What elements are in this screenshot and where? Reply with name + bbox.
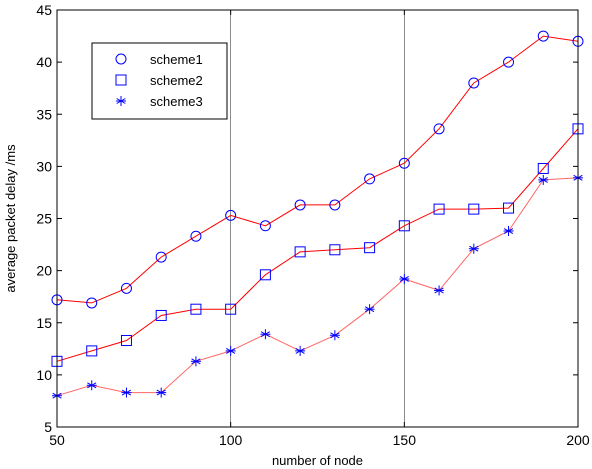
data-point-scheme3 <box>399 273 410 284</box>
data-point-scheme3 <box>364 304 375 315</box>
data-point-scheme1 <box>537 30 549 42</box>
series-line-scheme2 <box>56 128 579 362</box>
data-point-scheme2 <box>190 303 202 315</box>
legend-box <box>91 42 228 120</box>
x-axis-label: number of node <box>272 453 363 468</box>
y-tick-label: 35 <box>36 106 52 122</box>
x-tick-label: 200 <box>566 432 590 448</box>
data-point-scheme1 <box>503 56 515 68</box>
data-point-scheme3 <box>225 345 236 356</box>
data-point-scheme1 <box>294 199 306 211</box>
y-tick-label: 25 <box>36 211 52 227</box>
data-point-scheme1 <box>155 251 167 263</box>
data-point-scheme3 <box>121 387 132 398</box>
data-point-scheme1 <box>364 173 376 185</box>
grid-lines <box>230 10 405 427</box>
data-point-scheme2 <box>329 244 341 256</box>
data-point-scheme3 <box>434 285 445 296</box>
data-point-scheme2 <box>259 269 271 281</box>
data-point-scheme3 <box>538 174 549 185</box>
y-tick-label: 5 <box>44 419 52 435</box>
x-tick-label: 150 <box>393 432 417 448</box>
series-line-scheme1 <box>56 35 579 304</box>
data-point-scheme2 <box>433 203 445 215</box>
y-tick-label: 45 <box>36 2 52 18</box>
data-point-scheme2 <box>364 242 376 254</box>
legend-label-scheme3: scheme3 <box>150 94 203 109</box>
data-point-scheme2 <box>294 246 306 258</box>
data-point-scheme1 <box>398 157 410 169</box>
x-tick-label: 50 <box>49 432 65 448</box>
data-point-scheme1 <box>433 123 445 135</box>
data-point-scheme2 <box>503 202 515 214</box>
data-point-scheme1 <box>190 230 202 242</box>
legend-marker-scheme3 <box>116 96 126 106</box>
series-scheme3 <box>52 172 583 401</box>
data-point-scheme2 <box>468 203 480 215</box>
legend-marker-scheme1 <box>115 53 127 65</box>
series-scheme1 <box>51 30 584 309</box>
data-point-scheme3 <box>86 380 97 391</box>
y-tick-label: 40 <box>36 54 52 70</box>
legend-label-scheme2: scheme2 <box>150 73 203 88</box>
legend-marker-scheme2 <box>115 74 127 86</box>
y-axis-label: average packet delay /ms <box>3 144 18 293</box>
series-layer <box>51 30 584 401</box>
data-point-scheme3 <box>295 345 306 356</box>
legend-label-scheme1: scheme1 <box>150 52 203 67</box>
legend: scheme1 scheme2 scheme3 <box>91 42 228 120</box>
data-point-scheme2 <box>155 309 167 321</box>
data-point-scheme2 <box>537 162 549 174</box>
axis-ticks: 50 100 150 200 5 10 15 20 25 30 35 40 45 <box>36 2 589 448</box>
data-point-scheme2 <box>225 303 237 315</box>
data-point-scheme1 <box>259 220 271 232</box>
x-tick-label: 100 <box>219 432 243 448</box>
data-point-scheme1 <box>86 297 98 309</box>
data-point-scheme1 <box>225 209 237 221</box>
data-point-scheme2 <box>398 220 410 232</box>
data-point-scheme2 <box>120 334 132 346</box>
y-tick-label: 20 <box>36 263 52 279</box>
data-point-scheme3 <box>503 226 514 237</box>
series-line-scheme3 <box>56 177 579 397</box>
data-point-scheme3 <box>329 330 340 341</box>
data-point-scheme3 <box>468 243 479 254</box>
data-point-scheme3 <box>190 356 201 367</box>
series-scheme2 <box>51 123 584 367</box>
y-tick-label: 10 <box>36 367 52 383</box>
data-point-scheme1 <box>468 77 480 89</box>
data-point-scheme3 <box>260 329 271 340</box>
data-point-scheme2 <box>86 345 98 357</box>
y-tick-label: 30 <box>36 158 52 174</box>
data-point-scheme1 <box>120 282 132 294</box>
y-tick-label: 15 <box>36 315 52 331</box>
data-point-scheme1 <box>329 199 341 211</box>
data-point-scheme3 <box>156 387 167 398</box>
